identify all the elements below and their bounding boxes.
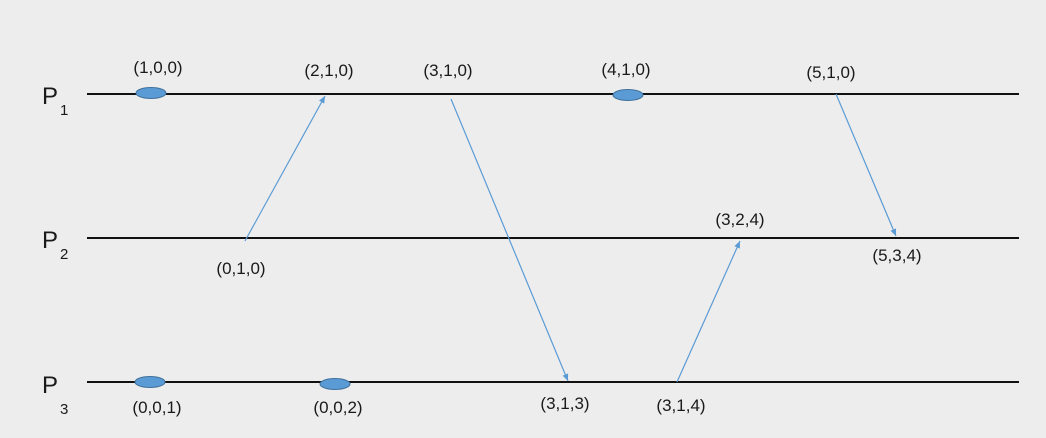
timestamp-label: (3,1,3) [540,394,589,413]
process-label-p3: P 3 [42,372,68,418]
process-name: P [42,372,58,399]
event-marker [134,376,166,388]
timestamp-label: (3,2,4) [715,210,764,229]
timestamp-label: (0,1,0) [216,259,265,278]
process-label-p1: P 1 [42,83,68,119]
message-arrow-p1-to-p2 [835,93,897,237]
process-name: P [42,83,58,110]
timestamp-label: (3,1,0) [423,61,472,80]
timestamp-label: (0,0,2) [313,398,362,417]
event-marker [135,87,167,99]
timestamp-label: (5,3,4) [872,246,921,265]
event-marker [612,89,644,101]
process-label-p2: P 2 [42,227,68,263]
timestamp-label: (0,0,1) [132,398,181,417]
process-name: P [42,227,58,254]
process-subscript: 1 [60,102,68,119]
message-arrow-p2-to-p1 [244,95,326,242]
timestamp-label: (1,0,0) [133,58,182,77]
message-arrow-p3-to-p2 [676,240,741,383]
timestamp-label: (2,1,0) [304,61,353,80]
timestamp-label: (5,1,0) [806,63,855,82]
message-arrow-p1-to-p3 [450,98,569,382]
event-marker [319,378,351,390]
process-subscript: 3 [60,401,68,418]
timestamp-label: (3,1,4) [656,396,705,415]
process-subscript: 2 [60,246,68,263]
timestamp-label: (4,1,0) [601,60,650,79]
